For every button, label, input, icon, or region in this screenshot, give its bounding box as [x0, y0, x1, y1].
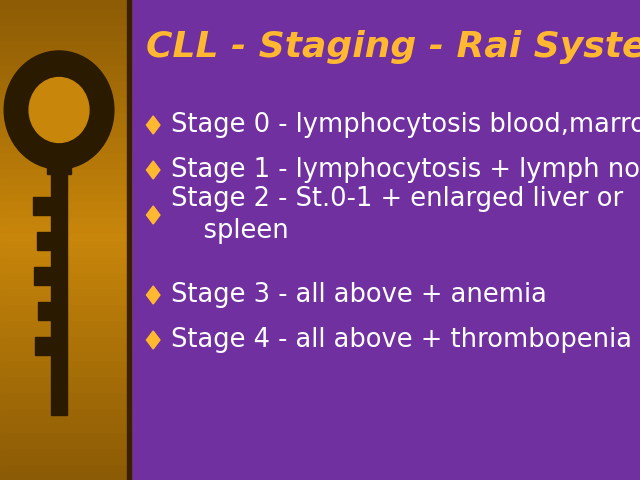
Bar	[0, 352, 131, 360]
Bar	[0, 56, 131, 64]
Bar	[0, 40, 131, 48]
Bar	[0, 440, 131, 448]
Bar	[0, 280, 131, 288]
Ellipse shape	[4, 51, 114, 169]
Bar	[0, 0, 131, 8]
Text: Stage 2 - St.0-1 + enlarged liver or
    spleen: Stage 2 - St.0-1 + enlarged liver or spl…	[172, 185, 623, 244]
Bar	[0, 200, 131, 208]
Bar	[0, 184, 131, 192]
Bar	[0, 48, 131, 56]
Bar	[0, 288, 131, 296]
Bar	[0, 304, 131, 312]
Bar	[0, 376, 131, 384]
Text: Stage 1 - lymphocytosis + lymph nodes: Stage 1 - lymphocytosis + lymph nodes	[172, 157, 640, 183]
Text: Stage 4 - all above + thrombopenia: Stage 4 - all above + thrombopenia	[172, 327, 632, 353]
Bar	[34, 267, 51, 285]
Polygon shape	[147, 286, 160, 304]
Bar	[35, 337, 51, 355]
Bar	[0, 472, 131, 480]
Bar	[0, 336, 131, 344]
Text: Stage 3 - all above + anemia: Stage 3 - all above + anemia	[172, 282, 547, 308]
Bar	[0, 80, 131, 88]
Bar	[0, 168, 131, 176]
Bar	[0, 152, 131, 160]
Bar	[0, 448, 131, 456]
Bar	[0, 248, 131, 256]
Polygon shape	[147, 116, 160, 134]
Bar	[0, 216, 131, 224]
Bar	[0, 392, 131, 400]
Bar	[36, 232, 51, 250]
Bar	[0, 96, 131, 104]
Bar	[0, 128, 131, 136]
Bar	[0, 240, 131, 248]
Bar	[0, 16, 131, 24]
Bar	[0, 224, 131, 232]
Bar	[0, 176, 131, 184]
Bar	[127, 0, 131, 480]
Bar	[0, 72, 131, 80]
Bar	[0, 144, 131, 152]
Polygon shape	[147, 161, 160, 179]
Bar	[0, 464, 131, 472]
Bar	[0, 424, 131, 432]
Bar	[0, 264, 131, 272]
Bar	[0, 296, 131, 304]
Bar	[0, 360, 131, 368]
Bar	[47, 127, 71, 174]
Bar	[0, 24, 131, 32]
Bar	[0, 416, 131, 424]
Bar	[0, 272, 131, 280]
Bar	[0, 256, 131, 264]
Bar	[0, 344, 131, 352]
Bar	[0, 320, 131, 328]
Bar	[0, 232, 131, 240]
Bar	[0, 208, 131, 216]
Bar	[0, 408, 131, 416]
Bar	[0, 120, 131, 128]
Bar	[0, 192, 131, 200]
Bar	[0, 136, 131, 144]
Bar	[0, 112, 131, 120]
Bar	[0, 160, 131, 168]
Bar	[0, 312, 131, 320]
Bar	[0, 328, 131, 336]
Polygon shape	[147, 331, 160, 349]
Polygon shape	[147, 206, 160, 224]
Bar	[0, 456, 131, 464]
Bar	[0, 368, 131, 376]
Bar	[33, 197, 51, 215]
Bar	[0, 64, 131, 72]
Bar	[0, 432, 131, 440]
Bar	[0, 32, 131, 40]
Text: CLL - Staging - Rai System: CLL - Staging - Rai System	[146, 30, 640, 64]
Bar	[0, 400, 131, 408]
Bar	[0, 104, 131, 112]
Bar	[38, 302, 51, 320]
Bar	[0, 8, 131, 16]
Bar	[0, 88, 131, 96]
Ellipse shape	[29, 78, 89, 143]
Bar	[0, 384, 131, 392]
Bar	[51, 125, 67, 415]
Text: Stage 0 - lymphocytosis blood,marrow: Stage 0 - lymphocytosis blood,marrow	[172, 112, 640, 138]
